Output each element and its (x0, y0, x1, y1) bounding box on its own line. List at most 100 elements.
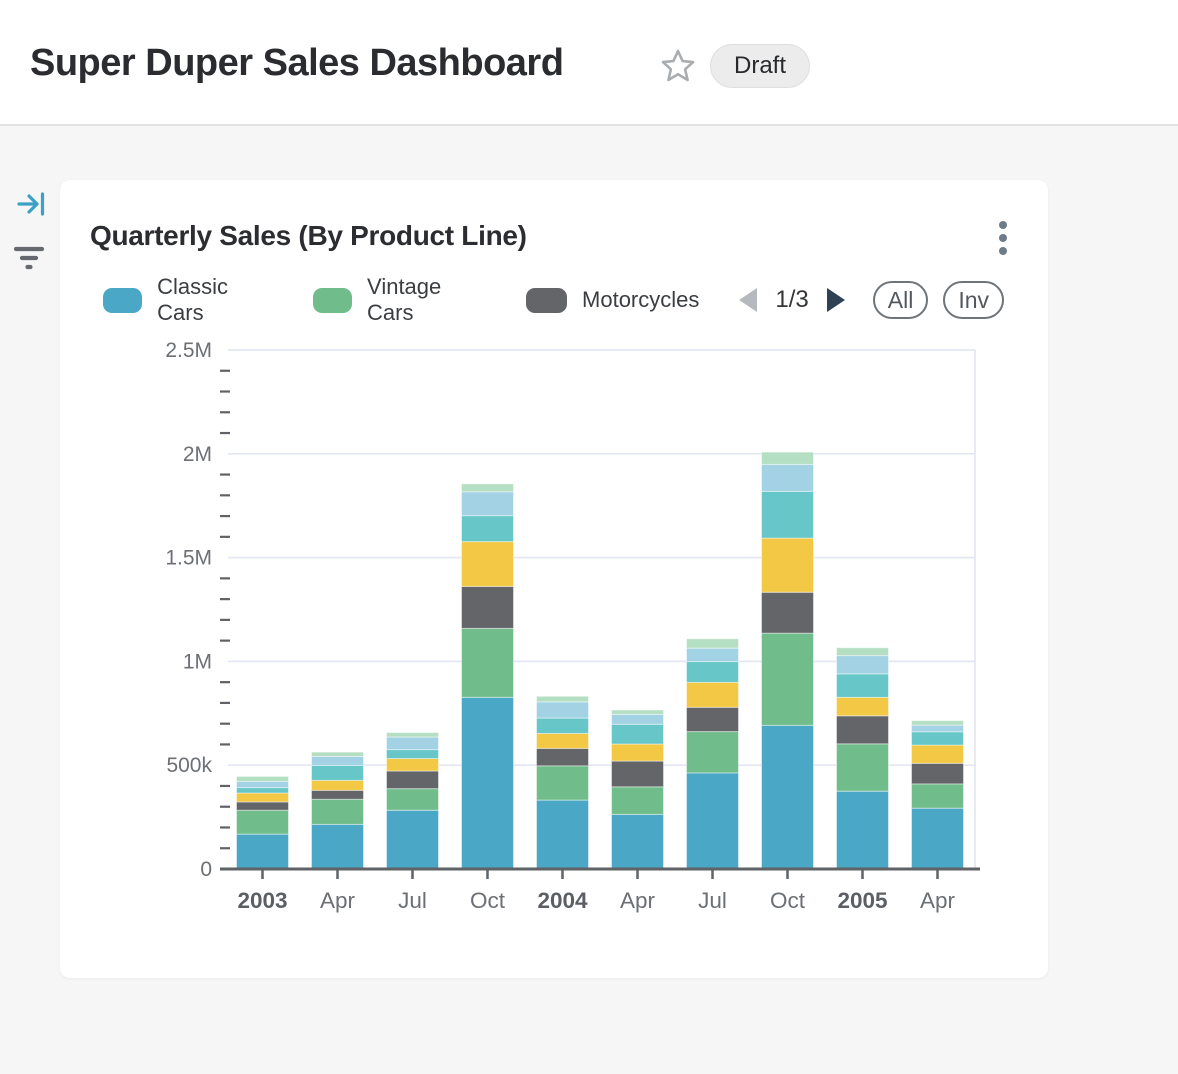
bar-segment[interactable] (236, 801, 289, 811)
legend-prev-arrow-icon[interactable] (737, 286, 759, 314)
bar-segment[interactable] (386, 732, 439, 738)
bar-segment[interactable] (836, 790, 889, 870)
bar-segment[interactable] (236, 833, 289, 870)
bar-segment[interactable] (311, 798, 364, 825)
bar-segment[interactable] (236, 780, 289, 789)
bar-segment[interactable] (911, 807, 964, 870)
bar-segment[interactable] (311, 751, 364, 757)
x-axis-label: Apr (620, 888, 656, 913)
stacked-bar-chart: 0 500k 1M 1.5M 2M 2.5M 2003 Apr Jul Oct 2004 Apr Jul… (90, 330, 1020, 915)
y-axis-label: 500k (166, 754, 212, 777)
bar-segment[interactable] (836, 655, 889, 675)
bar-segment[interactable] (311, 823, 364, 870)
bar-segment[interactable] (311, 789, 364, 800)
bar-segment[interactable] (611, 743, 664, 762)
favorite-star-icon[interactable] (660, 48, 696, 84)
bar-segment[interactable] (536, 695, 589, 703)
bar-segment[interactable] (836, 743, 889, 792)
bar-segment[interactable] (836, 673, 889, 698)
bar-segment[interactable] (536, 799, 589, 870)
bar-segment[interactable] (386, 736, 439, 751)
bar-segment[interactable] (236, 775, 289, 782)
legend-item-vintage-cars[interactable]: Vintage Cars (312, 274, 488, 326)
bar-segment[interactable] (761, 591, 814, 634)
y-axis-label: 1M (183, 650, 212, 673)
bar-segment[interactable] (911, 762, 964, 785)
bar-segment[interactable] (236, 809, 289, 835)
bar-segment[interactable] (911, 720, 964, 726)
bar-segment[interactable] (761, 451, 814, 465)
bar-segment[interactable] (311, 764, 364, 781)
bar-segment[interactable] (386, 788, 439, 811)
bar-segment[interactable] (686, 706, 739, 733)
bar-segment[interactable] (611, 713, 664, 725)
x-axis-label: Oct (470, 888, 506, 913)
bar-segment[interactable] (386, 749, 439, 760)
bar-segment[interactable] (686, 638, 739, 649)
bar-segment[interactable] (611, 709, 664, 715)
x-axis-label: Jul (698, 888, 727, 913)
bar-segment[interactable] (761, 490, 814, 539)
bar-segment[interactable] (461, 585, 514, 629)
bar-segment[interactable] (686, 731, 739, 774)
y-axis-label: 1.5M (165, 547, 212, 570)
legend-swatch (103, 287, 143, 313)
bar-segment[interactable] (311, 779, 364, 791)
bar-segment[interactable] (761, 724, 814, 870)
chart-title: Quarterly Sales (By Product Line) (90, 220, 527, 251)
bar-segment[interactable] (761, 632, 814, 726)
bar-segment[interactable] (236, 787, 289, 794)
bar-segment[interactable] (611, 813, 664, 870)
bar-segment[interactable] (761, 463, 814, 492)
legend-row: Classic Cars Vintage Cars Motorcycles 1/… (60, 274, 1048, 325)
bar-segment[interactable] (686, 661, 739, 683)
bar-segment[interactable] (386, 758, 439, 772)
bar-segment[interactable] (911, 783, 964, 809)
y-axis-label: 2M (183, 443, 212, 466)
bar-segment[interactable] (911, 724, 964, 733)
legend-item-motorcycles[interactable]: Motorcycles (526, 287, 699, 313)
legend-next-arrow-icon[interactable] (825, 286, 847, 314)
bar-segment[interactable] (536, 701, 589, 719)
bar-segment[interactable] (686, 681, 739, 708)
legend-swatch (312, 287, 353, 313)
bar-segment[interactable] (311, 755, 364, 766)
bar-segment[interactable] (761, 537, 814, 593)
bar-segment[interactable] (686, 772, 739, 870)
bar-segment[interactable] (836, 696, 889, 717)
x-axis-label: 2004 (537, 888, 588, 913)
bar-segment[interactable] (536, 747, 589, 767)
x-axis-label: 2005 (837, 888, 887, 913)
bar-segment[interactable] (611, 786, 664, 815)
bar-segment[interactable] (461, 696, 514, 870)
legend-label: Vintage Cars (367, 274, 442, 325)
bar-segment[interactable] (461, 483, 514, 493)
bar-segment[interactable] (536, 717, 589, 734)
bar-segment[interactable] (536, 732, 589, 749)
bar-segment[interactable] (836, 715, 889, 745)
filter-icon[interactable] (13, 244, 45, 274)
bar-segment[interactable] (686, 647, 739, 663)
bar-segment[interactable] (461, 515, 514, 543)
legend-label: Classic Cars (157, 274, 229, 325)
bar-segment[interactable] (611, 723, 664, 745)
legend-invert-button[interactable]: Inv (943, 281, 1004, 319)
collapse-panel-icon[interactable] (16, 189, 46, 219)
x-axis-label: Jul (398, 888, 427, 913)
bar-segment[interactable] (386, 809, 439, 870)
bar-segment[interactable] (911, 744, 964, 764)
card-menu-kebab-icon[interactable] (985, 218, 1021, 262)
status-badge: Draft (710, 44, 811, 88)
bar-segment[interactable] (461, 491, 514, 517)
bar-segment[interactable] (536, 765, 589, 801)
bar-segment[interactable] (386, 770, 439, 790)
legend-item-classic-cars[interactable]: Classic Cars (103, 274, 275, 326)
bar-segment[interactable] (836, 647, 889, 657)
bar-segment[interactable] (236, 792, 289, 803)
bar-segment[interactable] (611, 760, 664, 788)
bar-segment[interactable] (461, 541, 514, 587)
bar-segment[interactable] (911, 731, 964, 746)
page-title: Super Duper Sales Dashboard (30, 42, 564, 84)
bar-segment[interactable] (461, 627, 514, 698)
legend-select-all-button[interactable]: All (872, 281, 929, 319)
